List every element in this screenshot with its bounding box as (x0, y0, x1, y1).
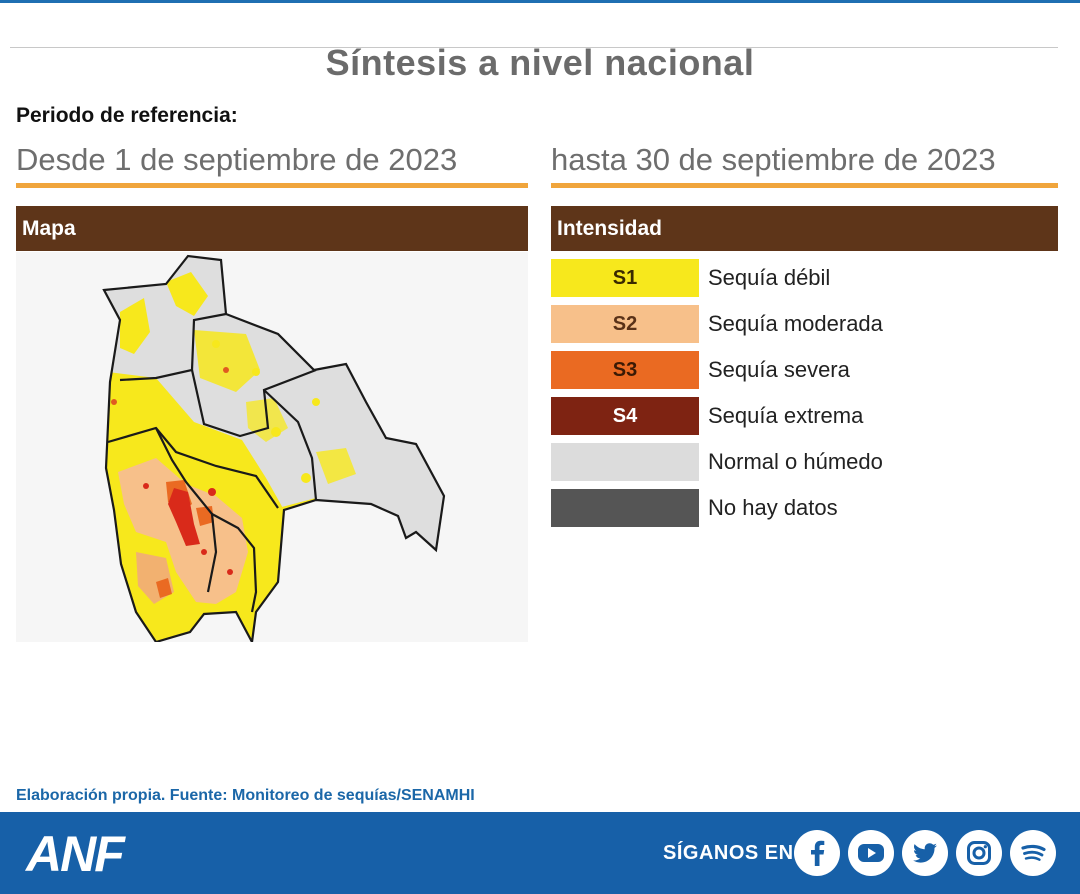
legend-swatch-no-data (551, 489, 699, 527)
legend-swatch-s4: S4 (551, 397, 699, 435)
bolivia-map-svg (102, 254, 446, 642)
source-credit: Elaboración propia. Fuente: Monitoreo de… (16, 787, 475, 804)
instagram-icon[interactable] (956, 830, 1002, 876)
legend-item-s2: S2 Sequía moderada (551, 305, 1058, 345)
legend-label-s1: Sequía débil (708, 265, 831, 290)
youtube-icon[interactable] (848, 830, 894, 876)
legend-item-normal: Normal o húmedo (551, 443, 1058, 483)
legend-label-s2: Sequía moderada (708, 311, 883, 336)
legend-swatch-s1: S1 (551, 259, 699, 297)
title-rule (10, 47, 1058, 48)
anf-logo: ANF (26, 826, 125, 882)
intensity-section-header: Intensidad (551, 206, 1058, 251)
drought-map (16, 252, 528, 642)
legend-item-s1: S1 Sequía débil (551, 259, 1058, 299)
legend-item-s4: S4 Sequía extrema (551, 397, 1058, 437)
facebook-icon[interactable] (794, 830, 840, 876)
map-section-header: Mapa (16, 206, 528, 251)
legend-item-no-data: No hay datos (551, 489, 1058, 529)
footer-bar: ANF SÍGANOS EN: (0, 812, 1080, 894)
legend-swatch-s3: S3 (551, 351, 699, 389)
legend-label-no-data: No hay datos (708, 495, 838, 520)
legend-item-s3: S3 Sequía severa (551, 351, 1058, 391)
legend-label-s4: Sequía extrema (708, 403, 864, 428)
legend-swatch-s2: S2 (551, 305, 699, 343)
follow-us-label: SÍGANOS EN: (663, 842, 801, 864)
top-accent-line (0, 0, 1080, 3)
period-from: Desde 1 de septiembre de 2023 (16, 142, 528, 188)
page-title: Síntesis a nivel nacional (325, 42, 755, 83)
legend-swatch-normal (551, 443, 699, 481)
twitter-icon[interactable] (902, 830, 948, 876)
legend-label-s3: Sequía severa (708, 357, 850, 382)
reference-label: Periodo de referencia: (16, 104, 238, 127)
legend-label-normal: Normal o húmedo (708, 449, 883, 474)
spotify-icon[interactable] (1010, 830, 1056, 876)
period-to: hasta 30 de septiembre de 2023 (551, 142, 1058, 188)
